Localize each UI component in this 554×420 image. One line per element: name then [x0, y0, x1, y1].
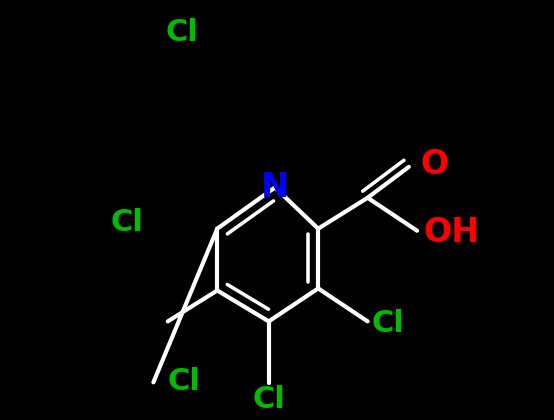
Text: O: O	[420, 148, 449, 181]
Text: Cl: Cl	[252, 385, 285, 414]
Text: N: N	[261, 171, 289, 204]
Text: Cl: Cl	[110, 208, 143, 237]
Text: OH: OH	[423, 216, 480, 249]
Text: Cl: Cl	[166, 18, 199, 47]
Text: Cl: Cl	[372, 309, 404, 338]
Text: Cl: Cl	[168, 367, 201, 396]
